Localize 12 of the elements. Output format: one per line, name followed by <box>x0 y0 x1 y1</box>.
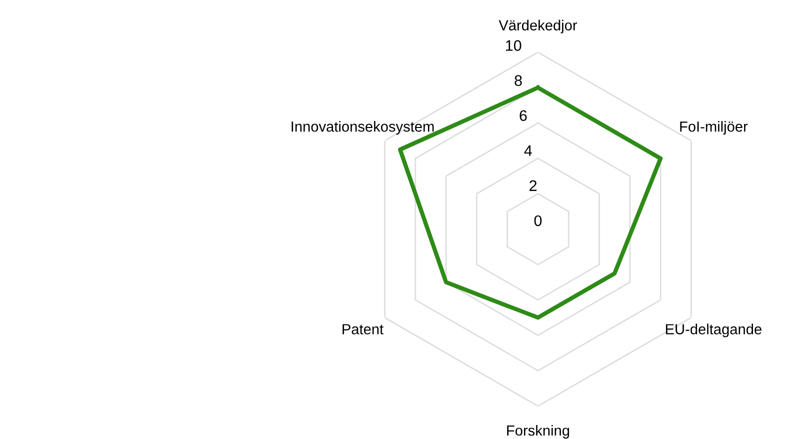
y-tick-label: 10 <box>506 40 522 51</box>
y-tick-label: 6 <box>520 110 527 122</box>
y-tick-label: 8 <box>514 75 522 86</box>
y-tick-label: 2 <box>530 180 537 191</box>
spoke-label: EU-deltagande <box>666 324 762 338</box>
spoke-label: Forskning <box>507 424 570 439</box>
y-tick-label: 4 <box>524 145 532 156</box>
y-tick-label: 0 <box>534 215 542 226</box>
spoke-label: Värdekedjor <box>498 20 578 34</box>
spoke-label: Patent <box>342 324 384 334</box>
spoke-label: FoI-miljöer <box>680 121 748 135</box>
spoke-label: Innovationsekosystem <box>292 121 434 135</box>
